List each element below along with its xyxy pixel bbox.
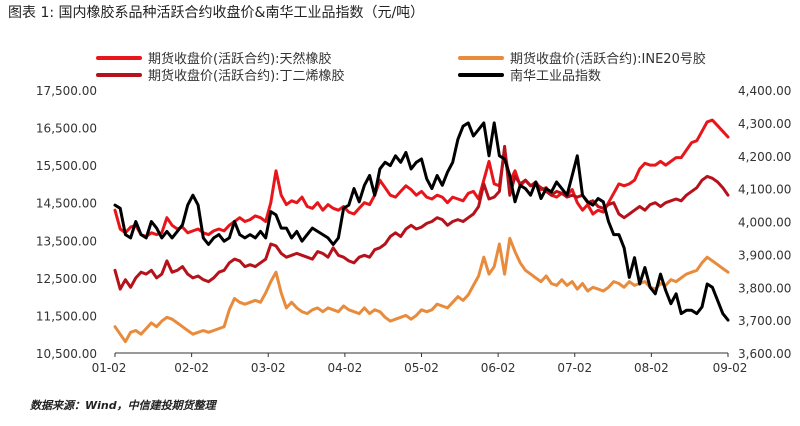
x-tick-label: 02-02 xyxy=(174,361,209,375)
left-tick-label: 13,500.00 xyxy=(36,234,97,248)
left-tick-label: 16,500.00 xyxy=(36,122,97,136)
right-tick-label: 3,600.00 xyxy=(738,347,791,361)
right-tick-label: 3,900.00 xyxy=(738,248,791,262)
x-tick-label: 08-02 xyxy=(634,361,669,375)
right-tick-label: 3,800.00 xyxy=(738,281,791,295)
series-lines xyxy=(113,118,730,344)
left-tick-label: 10,500.00 xyxy=(36,347,97,361)
series-line-2 xyxy=(113,236,730,344)
x-tick-label: 04-02 xyxy=(327,361,362,375)
x-tick-label: 05-02 xyxy=(404,361,439,375)
series-line-1 xyxy=(113,118,730,238)
legend-label: 期货收盘价(活跃合约):天然橡胶 xyxy=(148,51,332,67)
right-tick-label: 4,400.00 xyxy=(738,84,791,98)
legend-label: 南华工业品指数 xyxy=(510,68,601,84)
left-tick-label: 17,500.00 xyxy=(36,84,97,98)
legend: 期货收盘价(活跃合约):天然橡胶 期货收盘价(活跃合约):INE20号胶期货收盘价… xyxy=(96,51,706,84)
left-tick-label: 12,500.00 xyxy=(36,272,97,286)
right-tick-label: 4,300.00 xyxy=(738,117,791,131)
x-tick-label: 09-02 xyxy=(713,361,748,375)
left-tick-label: 15,500.00 xyxy=(36,159,97,173)
x-axis-ticks: 01-02 02-02 03-02 04-02 05-02 06-02 07-02 08-02… xyxy=(92,353,748,375)
right-tick-label: 3,700.00 xyxy=(738,314,791,328)
legend-label: 期货收盘价(活跃合约):丁二烯橡胶 xyxy=(148,68,345,84)
x-tick-label: 07-02 xyxy=(557,361,592,375)
right-axis-ticks: 4,400.00 4,300.00 4,200.00 4,100.00 4,000.00… xyxy=(738,84,791,361)
data-source-note: 数据来源：Wind，中信建投期货整理 xyxy=(30,399,216,412)
left-tick-label: 14,500.00 xyxy=(36,197,97,211)
left-tick-label: 11,500.00 xyxy=(36,309,97,323)
right-tick-label: 4,200.00 xyxy=(738,150,791,164)
right-tick-label: 4,100.00 xyxy=(738,183,791,197)
series-line-4 xyxy=(113,121,730,322)
x-tick-label: 01-02 xyxy=(92,361,127,375)
left-axis-ticks: 17,500.00 16,500.00 15,500.00 14,500.00 13,5… xyxy=(36,84,97,361)
legend-label: 期货收盘价(活跃合约):INE20号胶 xyxy=(510,51,706,67)
x-tick-label: 03-02 xyxy=(251,361,286,375)
x-tick-label: 06-02 xyxy=(481,361,516,375)
right-tick-label: 4,000.00 xyxy=(738,216,791,230)
chart-title: 图表 1: 国内橡胶系品种活跃合约收盘价&南华工业品指数（元/吨） xyxy=(8,5,425,21)
series-line-3 xyxy=(113,144,730,291)
